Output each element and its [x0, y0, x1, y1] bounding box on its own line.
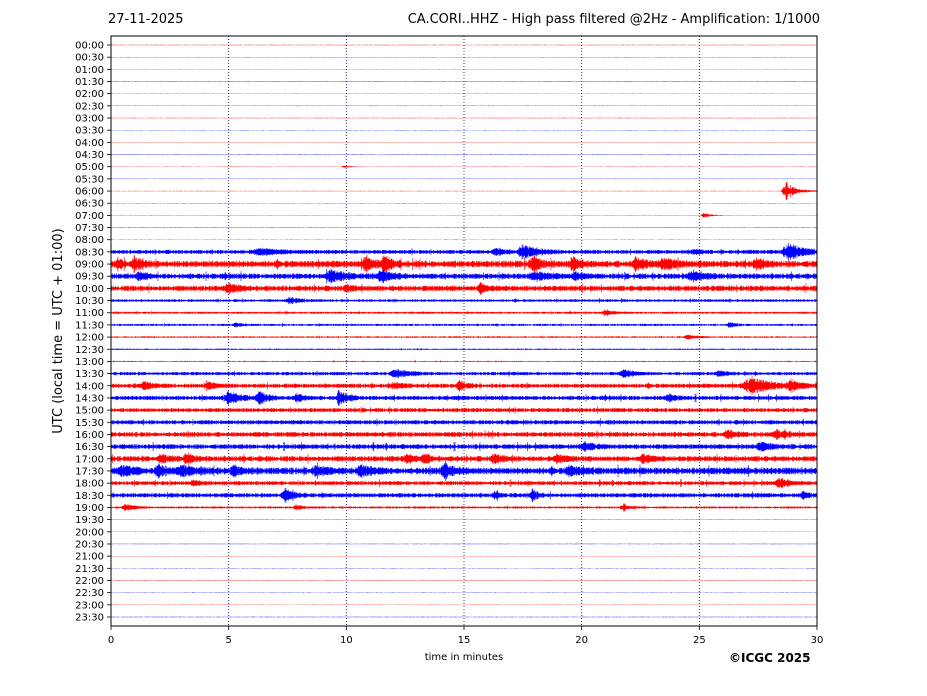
y-tick-label: 12:30 — [75, 345, 104, 356]
y-tick-label: 16:00 — [75, 430, 104, 441]
trace-1400 — [110, 376, 818, 396]
x-tick-label: 25 — [693, 635, 706, 646]
y-tick-label: 08:30 — [75, 247, 104, 258]
trace-0600 — [110, 182, 818, 200]
y-tick-label: 07:30 — [75, 223, 104, 234]
chart-title: CA.CORI..HHZ - High pass filtered @2Hz -… — [407, 12, 820, 27]
y-tick-label: 00:30 — [75, 53, 104, 64]
y-tick-label: 03:00 — [75, 114, 104, 125]
y-tick-label: 15:00 — [75, 406, 104, 417]
trace-1730 — [110, 460, 818, 482]
x-tick-label: 0 — [108, 635, 114, 646]
y-axis-label: UTC (local time = UTC + 01:00) — [51, 228, 66, 433]
y-tick-label: 22:00 — [75, 576, 104, 587]
trace-1830 — [110, 487, 818, 503]
y-tick-label: 01:00 — [75, 65, 104, 76]
trace-1000 — [110, 281, 818, 295]
y-tick-label: 22:30 — [75, 588, 104, 599]
y-tick-label: 23:00 — [75, 600, 104, 611]
y-tick-label: 09:00 — [75, 260, 104, 271]
y-tick-label: 02:00 — [75, 89, 104, 100]
y-tick-label: 06:30 — [75, 199, 104, 210]
trace-0500 — [110, 165, 818, 168]
y-tick-label: 04:30 — [75, 150, 104, 161]
x-tick-label: 30 — [811, 635, 824, 646]
chart-date: 27-11-2025 — [108, 12, 184, 27]
y-tick-label: 07:00 — [75, 211, 104, 222]
y-tick-label: 19:00 — [75, 503, 104, 514]
y-tick-label: 06:00 — [75, 187, 104, 198]
y-tick-label: 15:30 — [75, 418, 104, 429]
trace-1700 — [110, 452, 818, 466]
y-tick-label: 21:00 — [75, 552, 104, 563]
y-tick-label: 04:00 — [75, 138, 104, 149]
y-tick-label: 17:30 — [75, 466, 104, 477]
y-tick-label: 17:00 — [75, 454, 104, 465]
trace-2230 — [110, 592, 818, 593]
y-tick-label: 14:00 — [75, 381, 104, 392]
y-tick-label: 23:30 — [75, 612, 104, 623]
y-tick-label: 12:00 — [75, 333, 104, 344]
y-tick-label: 09:30 — [75, 272, 104, 283]
trace-1500 — [110, 406, 818, 414]
y-tick-label: 16:30 — [75, 442, 104, 453]
y-tick-label: 05:30 — [75, 174, 104, 185]
x-tick-label: 15 — [458, 635, 471, 646]
y-tick-label: 00:00 — [75, 41, 104, 52]
y-tick-label: 05:00 — [75, 162, 104, 173]
y-tick-label: 01:30 — [75, 77, 104, 88]
y-tick-label: 18:30 — [75, 491, 104, 502]
trace-1200 — [110, 334, 818, 340]
trace-0730 — [110, 227, 818, 228]
y-tick-label: 02:30 — [75, 101, 104, 112]
x-tick-label: 20 — [575, 635, 588, 646]
grid-layer — [228, 36, 700, 626]
y-tick-label: 10:00 — [75, 284, 104, 295]
y-tick-label: 18:00 — [75, 479, 104, 490]
y-tick-label: 10:30 — [75, 296, 104, 307]
y-tick-label: 13:00 — [75, 357, 104, 368]
x-tick-label: 10 — [340, 635, 353, 646]
y-tick-label: 13:30 — [75, 369, 104, 380]
trace-1530 — [110, 418, 818, 427]
x-axis-label: time in minutes — [425, 652, 504, 663]
y-tick-label: 19:30 — [75, 515, 104, 526]
trace-0930 — [110, 268, 818, 284]
trace-1330 — [110, 369, 818, 379]
y-tick-label: 08:00 — [75, 235, 104, 246]
y-tick-label: 21:30 — [75, 564, 104, 575]
trace-1130 — [110, 322, 818, 328]
y-tick-label: 20:30 — [75, 539, 104, 550]
copyright-credit: ©ICGC 2025 — [729, 651, 811, 665]
y-tick-label: 03:30 — [75, 126, 104, 137]
x-tick-label: 5 — [225, 635, 231, 646]
y-tick-label: 11:00 — [75, 308, 104, 319]
y-tick-label: 14:30 — [75, 393, 104, 404]
y-tick-label: 11:30 — [75, 320, 104, 331]
y-tick-label: 20:00 — [75, 527, 104, 538]
trace-1430 — [110, 389, 818, 406]
x-axis: 0 5 10 15 20 25 30 — [108, 626, 824, 646]
